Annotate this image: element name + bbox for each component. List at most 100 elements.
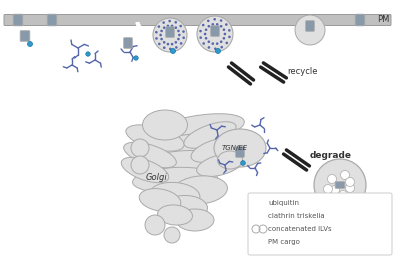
Ellipse shape	[184, 122, 236, 148]
Circle shape	[170, 49, 176, 54]
Circle shape	[205, 37, 207, 40]
Circle shape	[241, 161, 245, 165]
Circle shape	[164, 227, 180, 243]
Circle shape	[314, 159, 366, 211]
Circle shape	[205, 28, 207, 31]
Text: ubiquitin: ubiquitin	[268, 200, 299, 206]
Circle shape	[202, 42, 205, 45]
Circle shape	[225, 23, 228, 26]
Circle shape	[330, 186, 340, 194]
Circle shape	[208, 40, 210, 43]
Text: recycle: recycle	[287, 68, 318, 76]
FancyBboxPatch shape	[355, 14, 365, 26]
Ellipse shape	[191, 138, 239, 162]
Circle shape	[174, 26, 177, 29]
Circle shape	[171, 43, 173, 45]
Circle shape	[180, 42, 182, 45]
Circle shape	[216, 42, 218, 45]
Circle shape	[324, 185, 332, 193]
Circle shape	[177, 38, 180, 40]
Circle shape	[162, 21, 165, 24]
Ellipse shape	[126, 125, 184, 151]
Ellipse shape	[139, 188, 181, 211]
Circle shape	[216, 23, 218, 26]
Circle shape	[163, 46, 166, 49]
Circle shape	[177, 30, 180, 32]
Ellipse shape	[214, 129, 266, 167]
Text: Golgi: Golgi	[146, 174, 168, 182]
Circle shape	[155, 31, 158, 33]
Circle shape	[145, 215, 165, 235]
Circle shape	[208, 46, 210, 49]
Circle shape	[167, 43, 169, 45]
FancyBboxPatch shape	[236, 147, 244, 157]
Circle shape	[346, 177, 354, 187]
Ellipse shape	[172, 176, 228, 204]
Text: MVB: MVB	[330, 215, 350, 224]
FancyBboxPatch shape	[211, 26, 219, 36]
FancyBboxPatch shape	[13, 14, 23, 26]
Ellipse shape	[146, 114, 244, 146]
Circle shape	[328, 175, 336, 183]
Circle shape	[228, 36, 231, 38]
Circle shape	[216, 49, 220, 54]
Circle shape	[295, 15, 325, 45]
FancyBboxPatch shape	[20, 31, 30, 41]
Circle shape	[197, 16, 233, 52]
Circle shape	[160, 38, 163, 40]
Circle shape	[340, 170, 350, 180]
Ellipse shape	[135, 151, 225, 177]
Circle shape	[202, 24, 204, 26]
Circle shape	[168, 20, 171, 22]
Circle shape	[163, 41, 166, 44]
Circle shape	[214, 48, 217, 50]
Ellipse shape	[124, 142, 176, 168]
Circle shape	[182, 30, 185, 33]
FancyBboxPatch shape	[252, 238, 264, 246]
Circle shape	[212, 42, 214, 45]
Circle shape	[159, 34, 162, 36]
Ellipse shape	[150, 182, 200, 208]
Ellipse shape	[176, 209, 214, 231]
Circle shape	[158, 43, 161, 45]
Ellipse shape	[162, 195, 208, 221]
Circle shape	[199, 36, 202, 39]
Circle shape	[223, 37, 225, 40]
Circle shape	[223, 28, 225, 31]
Circle shape	[174, 41, 177, 44]
Circle shape	[208, 25, 210, 28]
Circle shape	[220, 46, 223, 49]
Text: PM: PM	[378, 15, 390, 25]
Circle shape	[226, 41, 228, 44]
Circle shape	[171, 25, 173, 27]
Circle shape	[207, 20, 210, 22]
Circle shape	[153, 18, 187, 52]
Circle shape	[178, 34, 181, 36]
FancyBboxPatch shape	[306, 21, 314, 31]
Circle shape	[346, 183, 354, 193]
Circle shape	[204, 33, 206, 35]
Ellipse shape	[132, 167, 218, 193]
Text: degrade: degrade	[310, 151, 352, 159]
FancyBboxPatch shape	[124, 38, 132, 48]
Ellipse shape	[138, 134, 232, 162]
FancyBboxPatch shape	[248, 193, 392, 255]
Circle shape	[155, 37, 158, 40]
Circle shape	[28, 41, 32, 46]
Circle shape	[169, 48, 172, 50]
Ellipse shape	[218, 151, 242, 169]
Circle shape	[338, 191, 348, 199]
Circle shape	[199, 30, 202, 32]
Circle shape	[179, 25, 182, 27]
Circle shape	[255, 200, 261, 206]
Text: concatenated ILVs: concatenated ILVs	[268, 226, 332, 232]
Circle shape	[175, 46, 178, 49]
Circle shape	[158, 25, 160, 28]
FancyBboxPatch shape	[166, 27, 174, 37]
FancyBboxPatch shape	[47, 14, 57, 26]
Circle shape	[167, 25, 169, 27]
Circle shape	[163, 26, 166, 29]
Text: clathrin triskelia: clathrin triskelia	[268, 213, 325, 219]
Circle shape	[220, 19, 222, 22]
Circle shape	[131, 139, 149, 157]
